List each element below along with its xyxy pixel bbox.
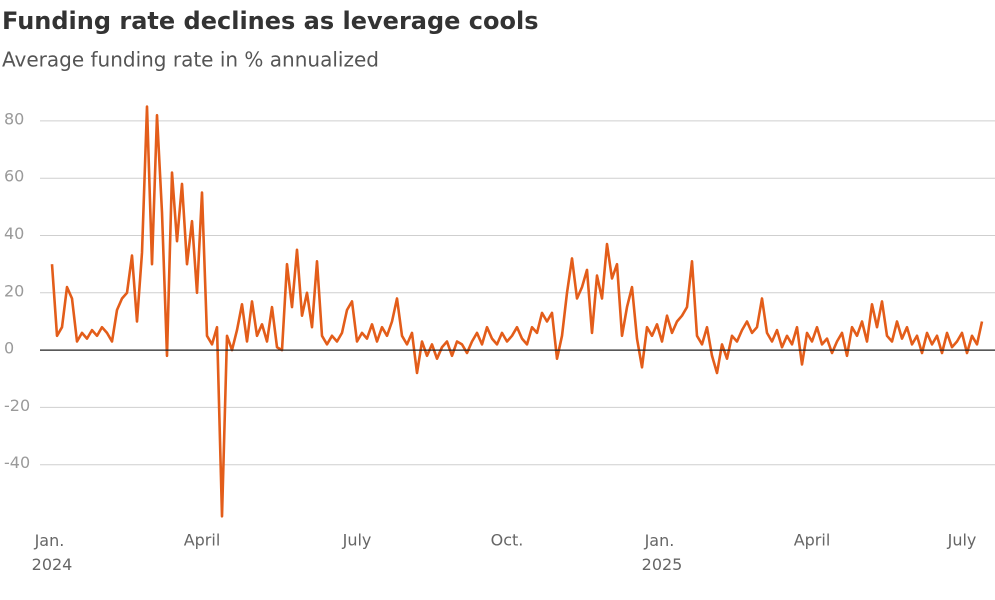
x-tick-label: April xyxy=(184,531,221,550)
chart-title: Funding rate declines as leverage cools xyxy=(2,7,539,35)
y-tick-label: 40 xyxy=(4,224,24,243)
y-tick-label: 0 xyxy=(4,339,14,358)
line-series xyxy=(50,105,984,518)
x-tick-label: Jan. 2024 xyxy=(32,531,73,574)
y-tick-label: -20 xyxy=(4,396,30,415)
y-tick-label: -40 xyxy=(4,453,30,472)
y-tick-label: 60 xyxy=(4,167,24,186)
x-tick-label: Oct. xyxy=(491,531,524,550)
x-tick-label: July xyxy=(342,531,372,550)
chart-subtitle: Average funding rate in % annualized xyxy=(2,48,379,72)
x-tick-label: Jan. 2025 xyxy=(642,531,683,574)
x-tick-label: April xyxy=(794,531,831,550)
y-tick-label: 80 xyxy=(4,109,24,128)
y-tick-label: 20 xyxy=(4,281,24,300)
x-tick-label: July xyxy=(947,531,977,550)
